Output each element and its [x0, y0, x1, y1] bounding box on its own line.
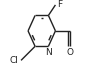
Text: Cl: Cl: [9, 56, 18, 65]
Text: N: N: [45, 48, 52, 57]
Text: O: O: [67, 48, 74, 57]
Text: F: F: [58, 0, 63, 9]
